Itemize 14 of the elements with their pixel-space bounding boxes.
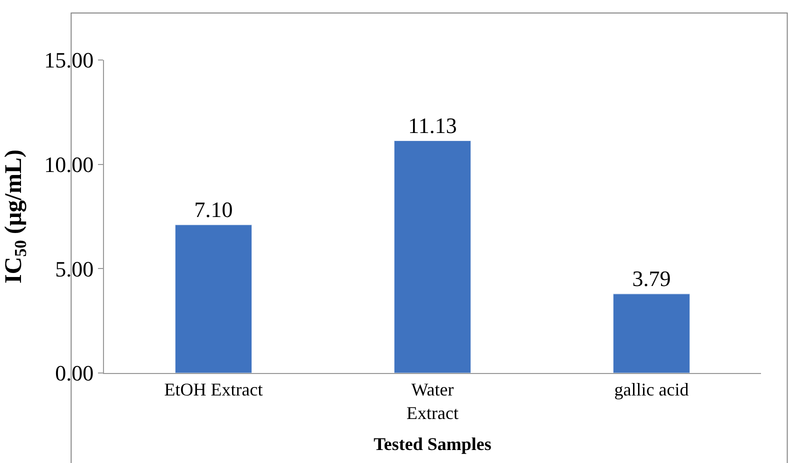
y-tick-label: 0.00 <box>55 360 94 386</box>
x-tick-label: Water Extract <box>406 380 458 423</box>
x-axis-title: Tested Samples <box>374 434 492 454</box>
x-tick-label: EtOH Extract <box>164 380 263 400</box>
y-tick-label: 10.00 <box>44 152 94 178</box>
y-tick-label: 15.00 <box>44 48 94 73</box>
y-tick-label: 5.00 <box>55 256 94 282</box>
bar <box>612 294 690 373</box>
bar <box>394 140 472 373</box>
data-label: 3.79 <box>632 266 671 291</box>
bar <box>174 224 252 373</box>
data-label: 11.13 <box>408 112 457 138</box>
data-label: 7.10 <box>194 196 233 222</box>
x-tick-label: gallic acid <box>614 380 689 400</box>
